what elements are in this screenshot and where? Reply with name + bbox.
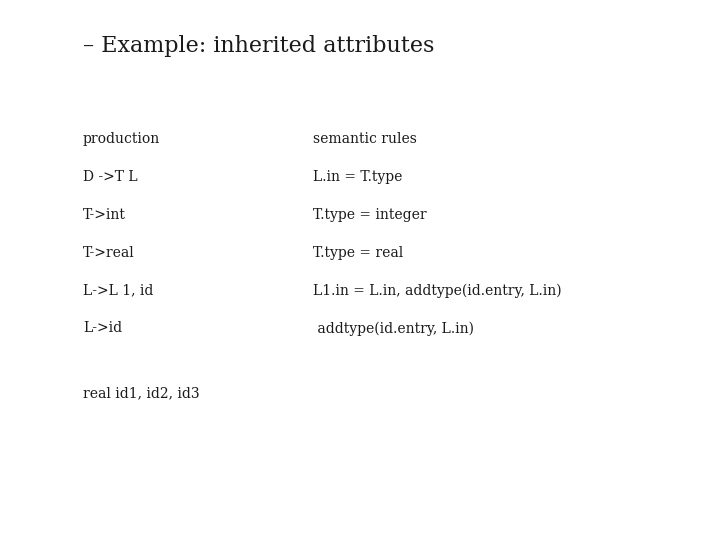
- Text: T.type = integer: T.type = integer: [313, 208, 427, 222]
- Text: semantic rules: semantic rules: [313, 132, 417, 146]
- Text: L->id: L->id: [83, 321, 122, 335]
- Text: T.type = real: T.type = real: [313, 246, 403, 260]
- Text: L1.in = L.in, addtype(id.entry, L.in): L1.in = L.in, addtype(id.entry, L.in): [313, 284, 562, 298]
- Text: addtype(id.entry, L.in): addtype(id.entry, L.in): [313, 321, 474, 336]
- Text: – Example: inherited attributes: – Example: inherited attributes: [83, 35, 434, 57]
- Text: real id1, id2, id3: real id1, id2, id3: [83, 386, 199, 400]
- Text: T->real: T->real: [83, 246, 135, 260]
- Text: L->L 1, id: L->L 1, id: [83, 284, 153, 298]
- Text: production: production: [83, 132, 160, 146]
- Text: D ->T L: D ->T L: [83, 170, 138, 184]
- Text: L.in = T.type: L.in = T.type: [313, 170, 402, 184]
- Text: T->int: T->int: [83, 208, 126, 222]
